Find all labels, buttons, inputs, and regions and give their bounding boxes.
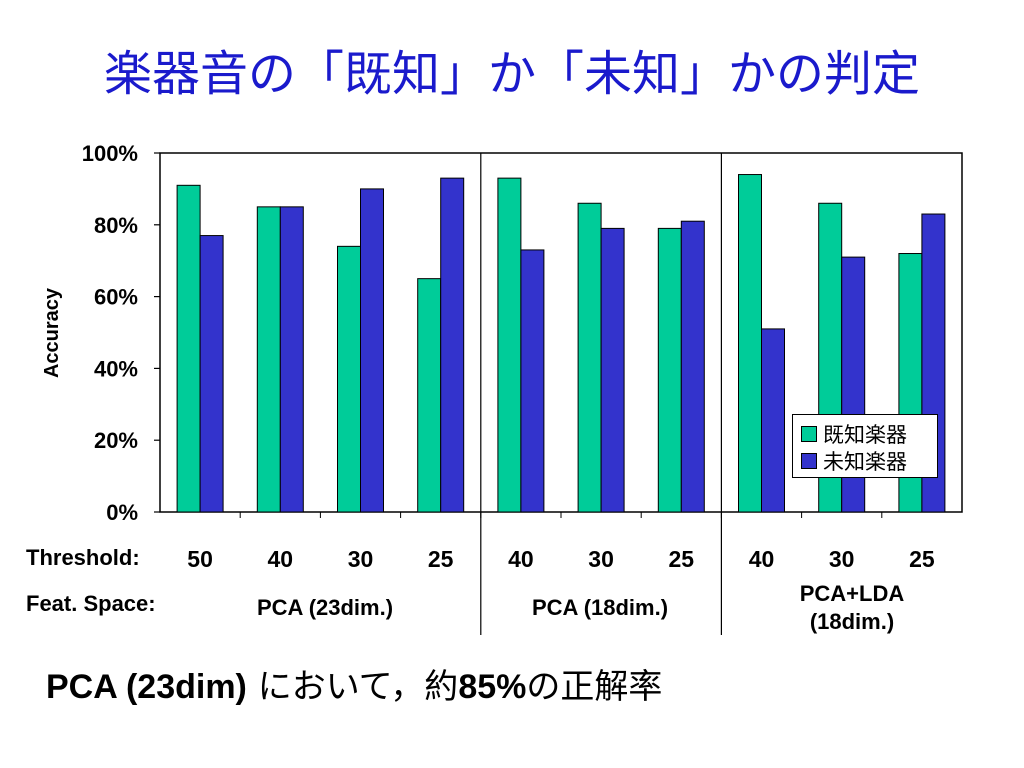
threshold-row-label: Threshold: xyxy=(26,545,140,570)
x-tick-label: 40 xyxy=(508,546,534,572)
bar-unknown-6 xyxy=(680,220,705,513)
x-tick-label: 40 xyxy=(268,546,294,572)
legend-swatch-known xyxy=(801,425,817,442)
y-tick-label: 40% xyxy=(94,356,138,381)
x-tick-label: 25 xyxy=(909,546,935,572)
bar-known-3 xyxy=(417,278,442,513)
x-tick-label: 50 xyxy=(187,546,213,572)
x-tick-label: 30 xyxy=(588,546,614,572)
x-tick-label: 25 xyxy=(428,546,454,572)
group-label-pca-lda: PCA+LDA (18dim.) xyxy=(752,580,952,636)
legend-item-unknown: 未知楽器 xyxy=(801,447,937,474)
bar-unknown-4 xyxy=(520,249,545,513)
legend-item-known: 既知楽器 xyxy=(801,420,937,447)
y-axis-label: Accuracy xyxy=(41,287,63,378)
bar-unknown-5 xyxy=(600,227,625,513)
feat-space-row-label: Feat. Space: xyxy=(26,591,156,616)
bar-unknown-3 xyxy=(440,177,465,513)
footer-value: 85% xyxy=(458,668,527,706)
bar-known-4 xyxy=(497,177,522,513)
bar-known-7 xyxy=(738,174,762,513)
x-tick-label: 30 xyxy=(348,546,374,572)
legend-label-known: 既知楽器 xyxy=(823,422,907,447)
bar-known-0 xyxy=(176,184,201,513)
footer-middle: において，約 xyxy=(246,667,459,707)
group-label-pca-23: PCA (23dim.) xyxy=(220,594,430,622)
y-tick-label: 100% xyxy=(82,141,138,166)
bar-known-1 xyxy=(256,206,281,513)
group-label-line: (18dim.) xyxy=(809,609,895,634)
legend-swatch-unknown xyxy=(801,452,817,469)
group-label-pca-18: PCA (18dim.) xyxy=(500,594,700,622)
y-tick-label: 80% xyxy=(94,213,138,238)
bar-known-5 xyxy=(577,202,602,513)
group-label-line: PCA+LDA xyxy=(799,581,905,606)
group-label-line: PCA (18dim.) xyxy=(531,595,669,620)
footer-tail: の正解率 xyxy=(526,667,663,707)
x-tick-label: 30 xyxy=(829,546,855,572)
chart-legend: 既知楽器 未知楽器 xyxy=(792,414,938,478)
bar-unknown-7 xyxy=(761,328,785,513)
bar-known-6 xyxy=(657,227,682,513)
group-label-line: PCA (23dim.) xyxy=(256,595,394,620)
bar-known-2 xyxy=(337,245,361,513)
y-tick-label: 20% xyxy=(94,428,138,453)
x-tick-label: 25 xyxy=(669,546,695,572)
slide-title: 楽器音の「既知」か「未知」かの判定 xyxy=(103,46,920,102)
bar-unknown-0 xyxy=(199,235,224,513)
slide-footer: PCA (23dim) において，約85%の正解率 xyxy=(46,664,662,710)
y-tick-label: 60% xyxy=(94,285,138,310)
y-tick-label: 0% xyxy=(106,500,138,525)
legend-label-unknown: 未知楽器 xyxy=(823,449,907,474)
x-tick-label: 40 xyxy=(749,546,775,572)
bar-unknown-2 xyxy=(360,188,384,513)
footer-lead: PCA (23dim) xyxy=(46,668,247,706)
bar-unknown-1 xyxy=(279,206,304,513)
